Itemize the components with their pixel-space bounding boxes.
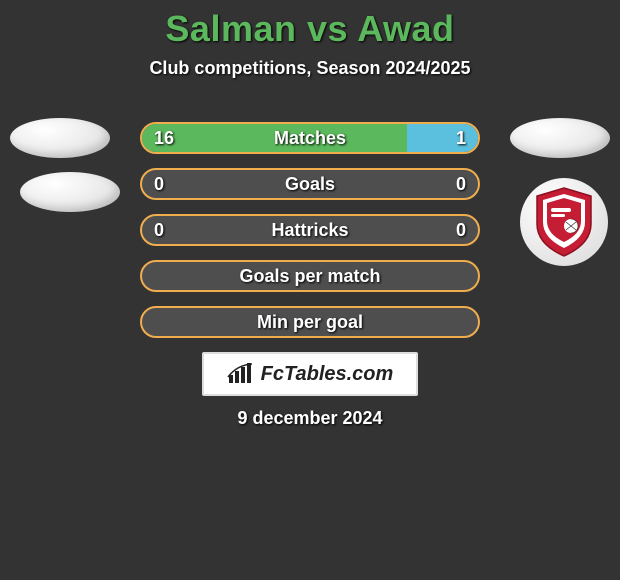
stat-row-matches: 16 Matches 1 xyxy=(140,122,480,154)
fctables-label: FcTables.com xyxy=(261,363,394,386)
stat-label: Goals per match xyxy=(142,266,478,287)
date-label: 9 december 2024 xyxy=(0,408,620,429)
stat-row-hattricks: 0 Hattricks 0 xyxy=(140,214,480,246)
stat-label: Min per goal xyxy=(142,312,478,333)
crest-icon xyxy=(533,186,595,258)
stat-row-goals: 0 Goals 0 xyxy=(140,168,480,200)
club-right-logo xyxy=(520,178,608,266)
stat-label: Goals xyxy=(142,174,478,195)
stat-row-min-per-goal: Min per goal xyxy=(140,306,480,338)
subtitle: Club competitions, Season 2024/2025 xyxy=(0,58,620,79)
player-left-avatar xyxy=(10,118,110,158)
bar-chart-icon xyxy=(227,363,255,385)
stat-label: Matches xyxy=(142,128,478,149)
stat-value-right: 0 xyxy=(456,220,466,241)
stat-row-goals-per-match: Goals per match xyxy=(140,260,480,292)
stat-value-right: 1 xyxy=(456,128,466,149)
stats-bars: 16 Matches 1 0 Goals 0 0 Hattricks 0 Goa… xyxy=(140,122,480,352)
player-right-avatar xyxy=(510,118,610,158)
stat-label: Hattricks xyxy=(142,220,478,241)
page-title: Salman vs Awad xyxy=(0,0,620,50)
stat-value-right: 0 xyxy=(456,174,466,195)
club-left-logo xyxy=(20,172,120,212)
fctables-badge: FcTables.com xyxy=(202,352,418,396)
